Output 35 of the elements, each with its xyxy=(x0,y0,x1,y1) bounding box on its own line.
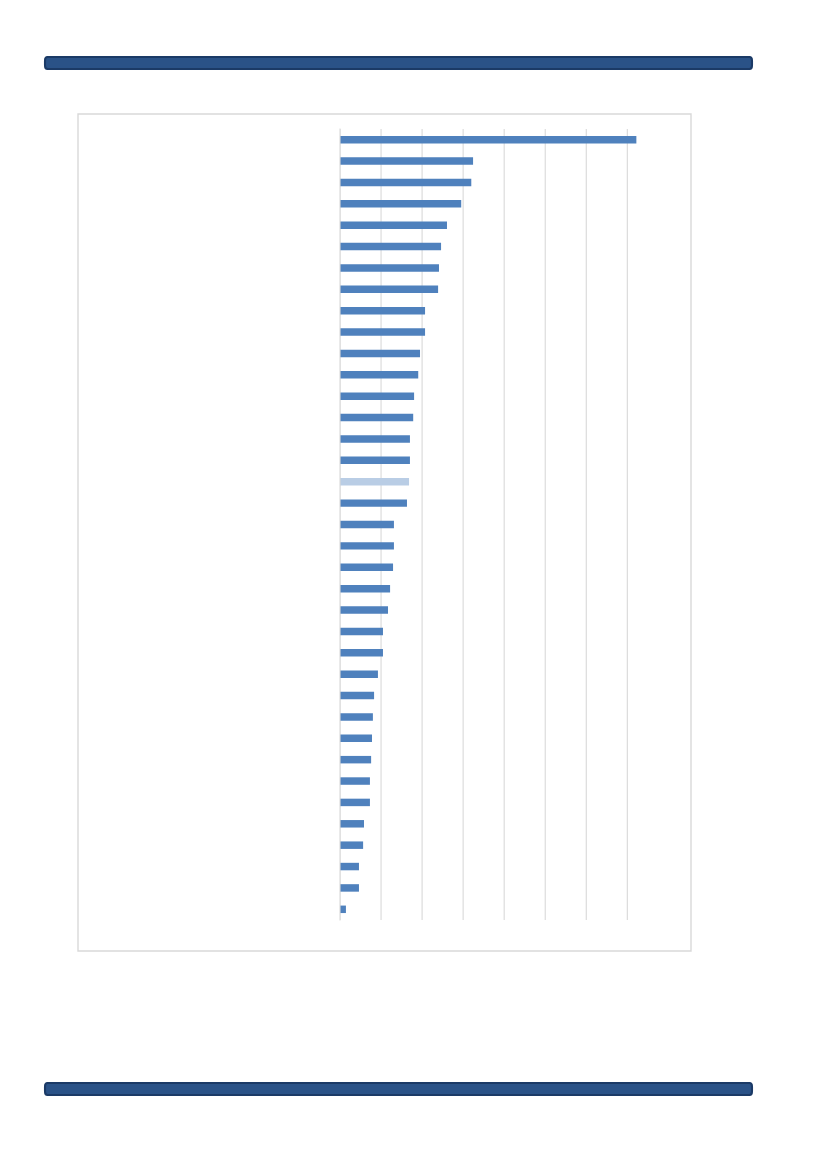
bar xyxy=(340,392,415,400)
bar xyxy=(340,306,426,315)
bar xyxy=(340,670,378,678)
bar xyxy=(340,135,637,144)
bar xyxy=(340,285,439,294)
bar xyxy=(340,435,410,443)
bar xyxy=(340,627,383,636)
bar xyxy=(340,884,359,892)
bar xyxy=(340,478,410,486)
bar xyxy=(340,713,373,721)
bar xyxy=(340,349,421,358)
bar xyxy=(340,798,370,807)
bar xyxy=(340,413,414,422)
bar xyxy=(340,563,394,571)
bar xyxy=(340,242,442,251)
bar xyxy=(340,841,364,849)
bar xyxy=(340,755,372,764)
bar xyxy=(340,328,426,336)
bar xyxy=(340,691,375,700)
bar xyxy=(340,542,394,550)
bar xyxy=(340,520,394,529)
bar xyxy=(340,606,389,614)
bar xyxy=(340,777,370,785)
bar xyxy=(340,456,410,465)
bar xyxy=(340,734,373,743)
bar xyxy=(340,584,391,593)
bar xyxy=(340,649,383,657)
bar xyxy=(340,499,407,507)
bar xyxy=(340,371,419,379)
bar xyxy=(340,157,474,165)
bar xyxy=(340,820,365,828)
bar xyxy=(340,178,472,187)
bar xyxy=(340,264,439,272)
bar xyxy=(340,200,462,208)
bar xyxy=(340,221,447,229)
